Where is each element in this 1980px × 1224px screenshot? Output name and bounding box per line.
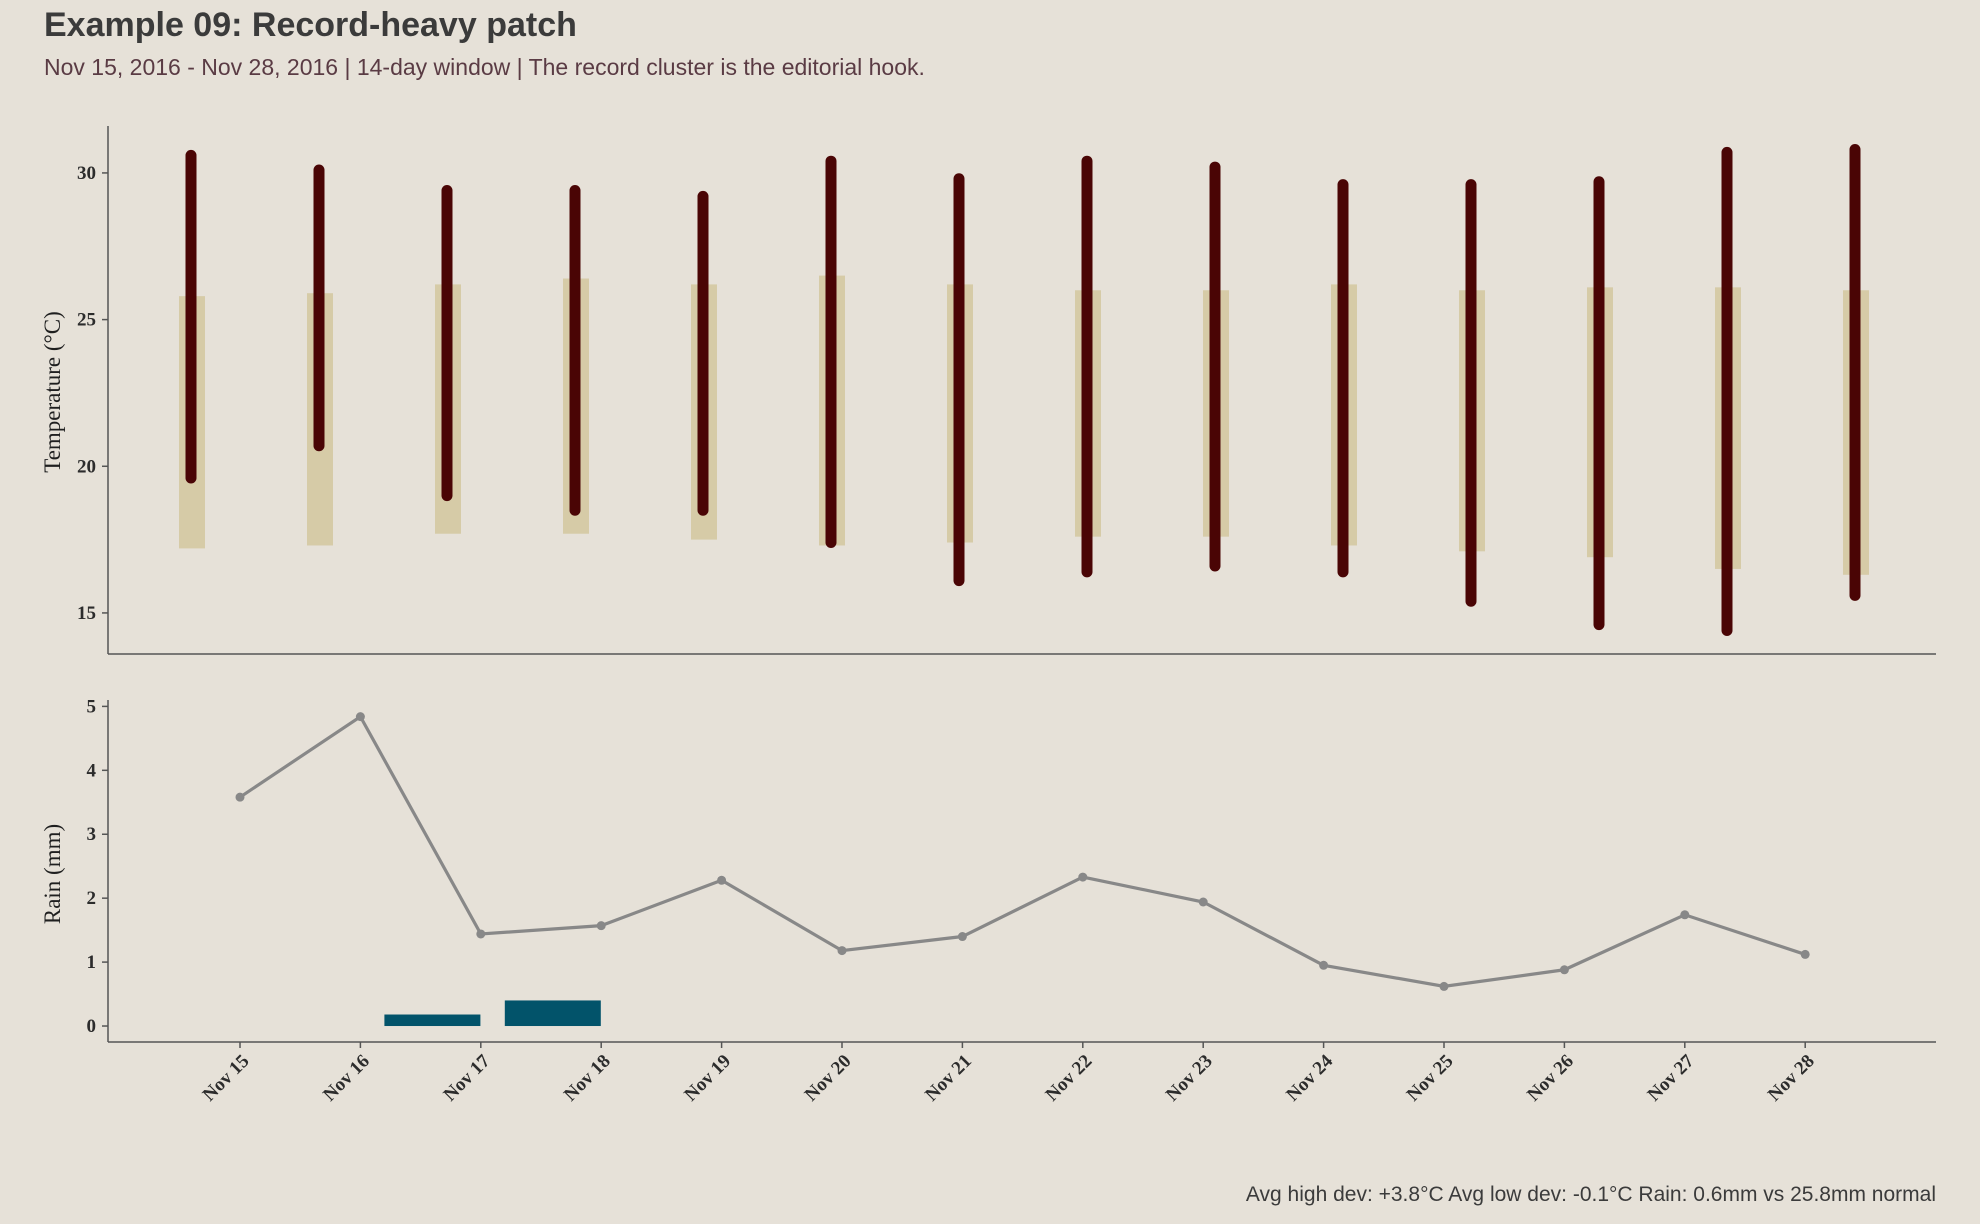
x-tick-label: Nov 21 (921, 1051, 976, 1106)
summary-footer: Avg high dev: +3.8°C Avg low dev: -0.1°C… (1245, 1183, 1936, 1206)
date-x-ticks: Nov 15 Nov 16 Nov 17 Nov 18 Nov 19 Nov 20 Nov … (199, 1042, 1819, 1105)
temperature-panel: 15 20 25 30 Temperature (°C) (40, 126, 1936, 655)
y-tick-label: 5 (87, 696, 97, 717)
x-tick-label: Nov 25 (1403, 1051, 1458, 1106)
x-tick-label: Nov 27 (1644, 1050, 1699, 1105)
rain-bars (384, 1000, 601, 1027)
rain-normal-point (596, 921, 606, 931)
rain-bar (504, 1000, 601, 1027)
y-tick-label: 3 (87, 824, 97, 845)
temperature-y-ticks: 15 20 25 30 (77, 163, 108, 624)
x-tick-label: Nov 20 (801, 1051, 856, 1106)
chart-subtitle: Nov 15, 2016 - Nov 28, 2016 | 14-day win… (44, 54, 925, 80)
x-tick-label: Nov 22 (1042, 1051, 1097, 1106)
y-tick-label: 20 (77, 456, 96, 477)
x-tick-label: Nov 28 (1764, 1051, 1819, 1106)
x-tick-label: Nov 15 (199, 1051, 254, 1106)
rain-normal-point (1559, 965, 1569, 975)
rain-normal-point (1800, 949, 1810, 959)
x-tick-label: Nov 18 (560, 1051, 615, 1106)
rain-normal-point (1680, 910, 1690, 920)
x-tick-label: Nov 17 (440, 1050, 495, 1105)
rain-normal-point (1319, 960, 1329, 970)
x-tick-label: Nov 26 (1523, 1051, 1578, 1106)
rain-normal-line (235, 712, 1810, 991)
y-tick-label: 15 (77, 603, 96, 624)
rain-normal-point (355, 712, 365, 722)
x-tick-label: Nov 19 (680, 1051, 735, 1106)
temperature-axis-label: Temperature (°C) (40, 311, 65, 472)
rain-normal-point (235, 792, 245, 802)
y-tick-label: 0 (87, 1016, 97, 1037)
rain-axis-label: Rain (mm) (40, 824, 65, 924)
x-tick-label: Nov 23 (1162, 1051, 1217, 1106)
x-tick-label: Nov 24 (1282, 1050, 1337, 1105)
chart-title: Example 09: Record-heavy patch (44, 6, 577, 44)
actual-range-bars (185, 143, 1861, 637)
rain-normal-point (837, 946, 847, 956)
rain-normal-point (476, 929, 486, 939)
rain-normal-polyline (239, 714, 1806, 989)
x-tick-label: Nov 16 (319, 1051, 374, 1106)
y-tick-label: 4 (87, 760, 97, 781)
rain-bar (384, 1014, 481, 1027)
rain-normal-point (1078, 872, 1088, 882)
rain-normal-point (1439, 981, 1449, 991)
normal-range-bars (179, 275, 1869, 575)
rain-y-ticks: 0 1 2 3 4 5 (87, 696, 108, 1037)
rain-normal-point (957, 932, 967, 942)
y-tick-label: 2 (87, 888, 97, 909)
rain-normal-point (717, 875, 727, 885)
y-tick-label: 1 (87, 952, 97, 973)
y-tick-label: 25 (77, 310, 96, 331)
rain-normal-point (1198, 897, 1208, 907)
y-tick-label: 30 (77, 163, 96, 184)
